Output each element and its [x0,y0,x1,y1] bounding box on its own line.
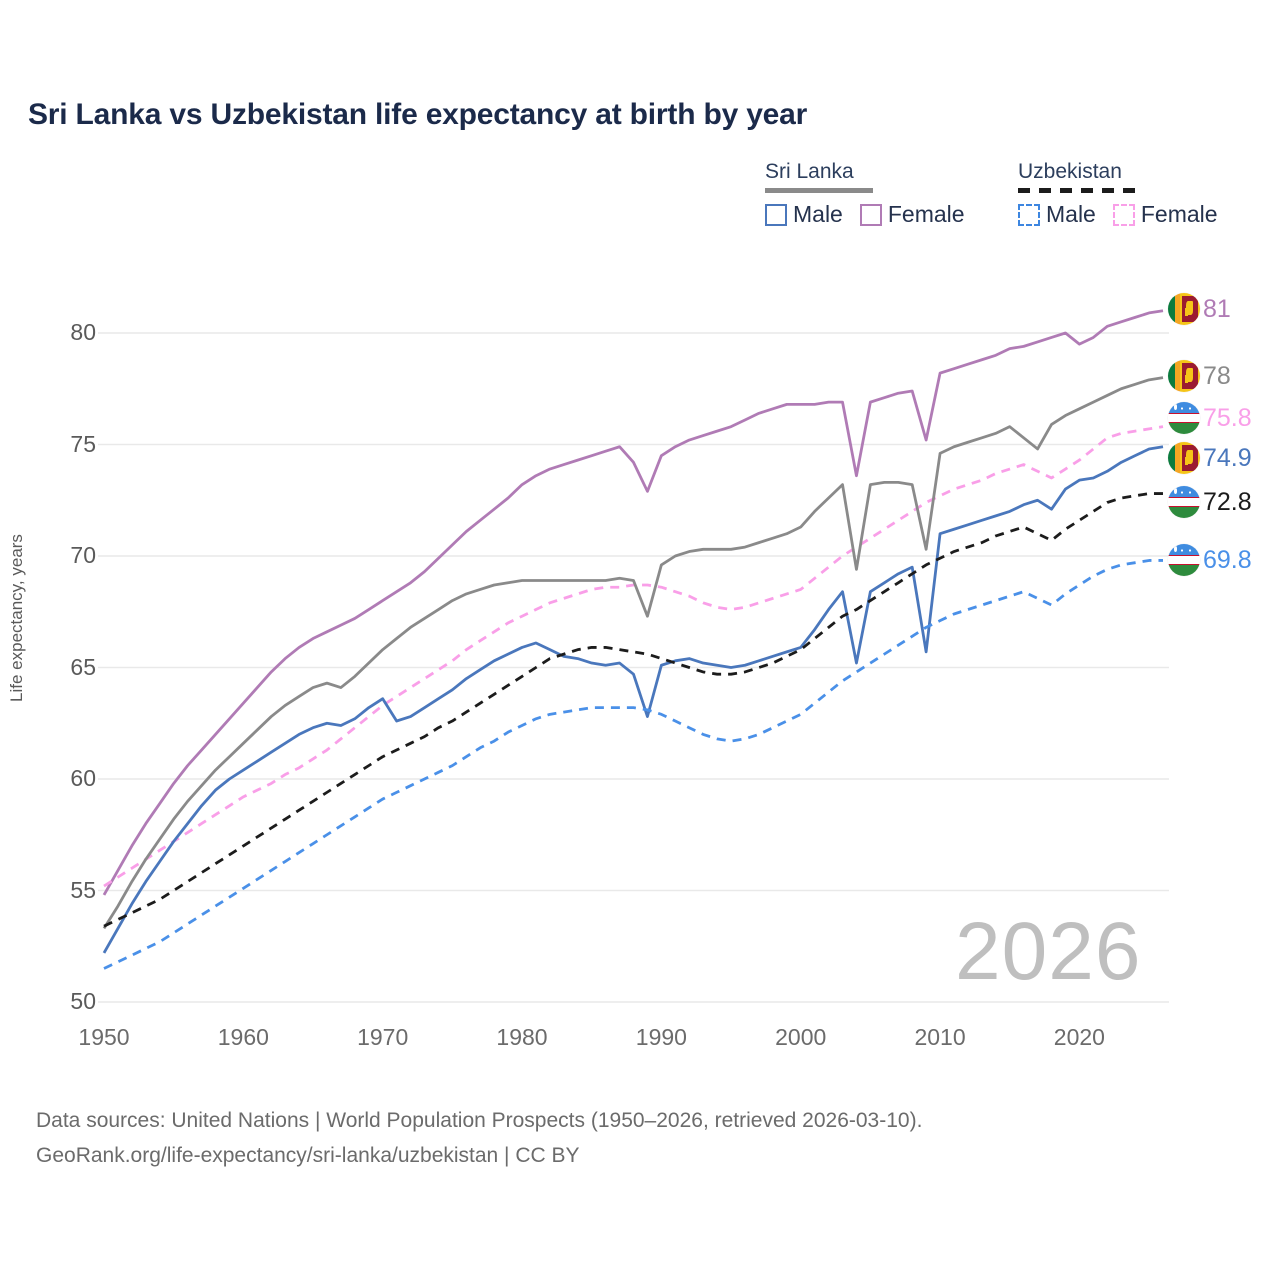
x-axis-tick-label: 1980 [496,1024,548,1050]
series-end-value: 75.8 [1203,403,1252,432]
series-line [103,492,1163,928]
series-line [102,445,1164,954]
y-axis-tick-label: 70 [70,542,96,568]
series-line [102,376,1164,930]
footer-data-sources: Data sources: United Nations | World Pop… [36,1109,923,1132]
page-title: Sri Lanka vs Uzbekistan life expectancy … [28,98,808,131]
sri-lanka-flag-icon [1168,442,1200,474]
uzbekistan-flag-icon [1168,402,1200,434]
uzbekistan-flag-icon [1168,544,1200,576]
series-end-label: 75.8 [1168,402,1252,434]
chart-legend: Sri Lanka Male Female Uzbekistan Male [760,160,1260,240]
legend-item-uz-male[interactable]: Male [1018,201,1096,228]
legend-rule-dashed [1018,188,1138,193]
legend-swatch-icon [859,203,882,226]
x-axis-tick-label: 2000 [775,1024,827,1050]
series-end-value: 74.9 [1203,443,1252,472]
y-axis-tick-label: 65 [70,653,96,680]
y-axis-tick-label: 60 [70,765,96,791]
series-end-label: 78 [1168,360,1231,392]
legend-item-sl-male[interactable]: Male [765,201,843,228]
sri-lanka-flag-icon [1168,360,1200,392]
legend-swatch-icon [1112,203,1135,226]
footer: Data sources: United Nations | World Pop… [36,1104,1236,1173]
series-end-value: 72.8 [1203,487,1252,516]
x-axis-tick-label: 1990 [635,1024,687,1050]
legend-item-label: Female [1140,201,1218,227]
x-axis-tick-label: 1970 [357,1024,409,1050]
legend-country-label: Sri Lanka [765,160,854,183]
series-end-value: 69.8 [1203,545,1252,574]
legend-item-label: Male [793,201,843,227]
y-axis-tick-label: 55 [70,876,96,903]
x-axis-tick-label: 1950 [78,1024,130,1050]
series-end-value: 81 [1203,294,1231,323]
series-line [103,425,1164,888]
sri-lanka-flag-icon [1168,293,1200,325]
legend-item-sl-female[interactable]: Female [859,201,965,228]
x-axis-tick-label: 2010 [914,1024,966,1050]
legend-swatch-icon [765,203,787,226]
legend-group-sri-lanka: Sri Lanka Male Female [765,160,965,228]
legend-item-label: Female [887,201,965,227]
x-axis-tick-label: 2020 [1053,1024,1105,1050]
footer-attribution: GeoRank.org/life-expectancy/sri-lanka/uz… [36,1143,580,1167]
legend-group-uzbekistan: Uzbekistan Male Female [1018,160,1218,228]
x-axis-tick-label: 1960 [217,1024,269,1050]
legend-country-label: Uzbekistan [1018,160,1122,183]
series-end-value: 78 [1203,361,1231,390]
legend-item-label: Male [1046,201,1096,227]
series-end-label: 69.8 [1168,544,1252,576]
series-end-label: 81 [1168,293,1231,325]
year-watermark: 2026 [955,906,1142,997]
series-line [103,559,1163,970]
series-end-label: 74.9 [1168,442,1252,474]
series-end-label: 72.8 [1168,486,1252,518]
legend-item-uz-female[interactable]: Female [1112,201,1218,228]
uzbekistan-flag-icon [1168,486,1200,518]
legend-rule-solid [765,188,873,193]
legend-swatch-icon [1018,203,1040,226]
y-axis-tick-label: 50 [70,988,96,1014]
y-axis-tick-label: 75 [70,430,96,457]
series-line [102,309,1164,896]
y-axis-tick-label: 80 [70,319,96,345]
